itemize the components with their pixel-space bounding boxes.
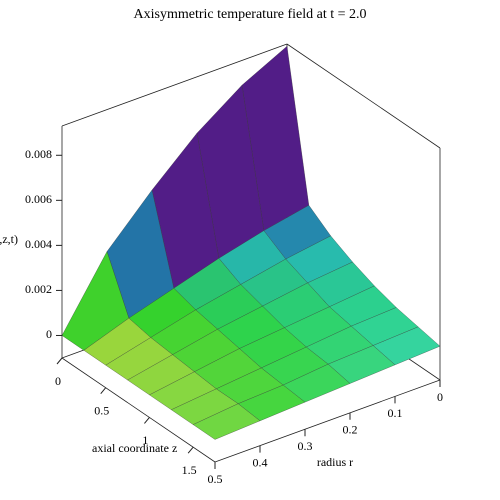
y-tick xyxy=(187,446,194,454)
x-tick-label: 0.4 xyxy=(253,455,268,469)
y-tick xyxy=(144,417,150,424)
box-edge xyxy=(61,43,288,127)
y-tick-label: 1 xyxy=(142,433,148,447)
y-tick-label: 0 xyxy=(55,374,61,388)
box-edge xyxy=(61,357,216,463)
z-tick-label: 0.004 xyxy=(25,237,52,251)
x-tick-label: 0.5 xyxy=(208,472,223,486)
x-tick-label: 0.1 xyxy=(388,406,403,420)
z-tick-label: 0 xyxy=(46,327,52,341)
y-tick-label: 1.5 xyxy=(182,463,197,477)
surface-cell xyxy=(192,403,261,440)
y-tick xyxy=(56,357,63,365)
y-axis-label: axial coordinate z xyxy=(92,441,177,455)
z-tick-label: 0.008 xyxy=(25,147,52,161)
z-axis-label: u(r,z,t) xyxy=(0,232,18,246)
x-tick-label: 0 xyxy=(437,390,443,404)
y-tick xyxy=(100,387,107,395)
x-tick-label: 0.2 xyxy=(343,423,358,437)
box-edge xyxy=(214,379,441,463)
box-edge xyxy=(286,43,441,149)
y-tick-label: 0.5 xyxy=(94,403,109,417)
z-tick-label: 0.002 xyxy=(25,282,52,296)
x-tick-label: 0.3 xyxy=(298,439,313,453)
x-axis-label: radius r xyxy=(317,455,353,469)
chart-title: Axisymmetric temperature field at t = 2.… xyxy=(134,7,367,22)
z-tick-label: 0.006 xyxy=(25,192,52,206)
